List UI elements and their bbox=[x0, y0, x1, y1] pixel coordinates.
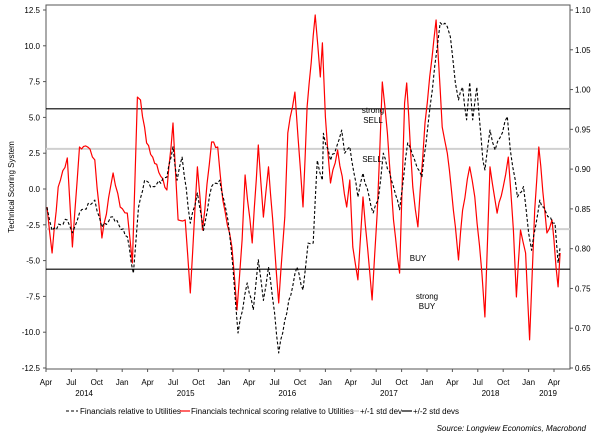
x-year-label: 2019 bbox=[539, 389, 557, 398]
x-tick-label: Jul bbox=[473, 378, 483, 387]
right-tick-label: 1.10 bbox=[575, 6, 591, 15]
x-tick-label: Apr bbox=[345, 378, 358, 387]
right-tick-label: 0.95 bbox=[575, 125, 591, 134]
x-tick-label: Jul bbox=[66, 378, 76, 387]
series-line-technical-score bbox=[46, 14, 561, 341]
x-tick-label: Apr bbox=[548, 378, 561, 387]
x-tick-label: Jan bbox=[116, 378, 129, 387]
annotation-strong-buy-1: strong bbox=[416, 292, 438, 301]
right-tick-label: 1.00 bbox=[575, 86, 591, 95]
left-tick-label: 12.5 bbox=[24, 6, 40, 15]
x-year-label: 2014 bbox=[75, 389, 93, 398]
right-tick-label: 0.90 bbox=[575, 165, 591, 174]
x-tick-label: Jan bbox=[421, 378, 434, 387]
annotation-sell: SELL bbox=[362, 155, 382, 164]
right-tick-label: 1.05 bbox=[575, 46, 591, 55]
left-tick-label: -10.0 bbox=[22, 328, 41, 337]
left-tick-label: 7.5 bbox=[29, 78, 41, 87]
left-tick-label: 5.0 bbox=[29, 113, 41, 122]
x-year-label: 2018 bbox=[482, 389, 500, 398]
x-tick-label: Apr bbox=[243, 378, 256, 387]
right-tick-label: 0.85 bbox=[575, 205, 591, 214]
x-tick-label: Jul bbox=[371, 378, 381, 387]
annotation-strong-buy-2: BUY bbox=[419, 302, 436, 311]
legend: Financials relative to Utilities Financi… bbox=[66, 407, 459, 416]
legend-label-std1: +/-1 std dev bbox=[360, 407, 402, 416]
left-tick-label: 2.5 bbox=[29, 149, 41, 158]
x-year-label: 2017 bbox=[380, 389, 398, 398]
x-tick-label: Jan bbox=[522, 378, 535, 387]
source-note: Source: Longview Economics, Macrobond bbox=[437, 424, 587, 433]
x-tick-label: Apr bbox=[446, 378, 459, 387]
x-tick-label: Jan bbox=[319, 378, 332, 387]
left-tick-label: -2.5 bbox=[26, 221, 40, 230]
left-tick-label: -5.0 bbox=[26, 257, 40, 266]
x-tick-label: Jul bbox=[269, 378, 279, 387]
annotation-buy: BUY bbox=[410, 254, 427, 263]
legend-label-score: Financials technical scoring relative to… bbox=[191, 407, 354, 416]
x-year-label: 2016 bbox=[278, 389, 296, 398]
left-tick-label: 0.0 bbox=[29, 185, 41, 194]
x-tick-label: Oct bbox=[497, 378, 510, 387]
series-line-financials-vs-utilities bbox=[46, 22, 561, 354]
plot-area bbox=[45, 4, 571, 370]
legend-label-ratio: Financials relative to Utilities bbox=[80, 407, 181, 416]
annotation-strong-sell-2: SELL bbox=[363, 116, 383, 125]
x-tick-label: Oct bbox=[192, 378, 205, 387]
right-tick-label: 0.65 bbox=[575, 364, 591, 373]
x-tick-label: Apr bbox=[40, 378, 53, 387]
x-tick-label: Oct bbox=[91, 378, 104, 387]
right-tick-label: 0.70 bbox=[575, 324, 591, 333]
x-tick-label: Apr bbox=[141, 378, 154, 387]
y-axis-title: Technical Scoring System bbox=[7, 141, 16, 233]
legend-label-std2: +/-2 std devs bbox=[413, 407, 459, 416]
right-tick-label: 0.75 bbox=[575, 284, 591, 293]
left-tick-label: -7.5 bbox=[26, 292, 40, 301]
annotation-strong-sell-1: strong bbox=[362, 106, 384, 115]
x-tick-label: Oct bbox=[294, 378, 307, 387]
left-tick-label: -12.5 bbox=[22, 364, 41, 373]
left-tick-label: 10.0 bbox=[24, 42, 40, 51]
x-tick-label: Jan bbox=[217, 378, 230, 387]
x-year-label: 2015 bbox=[177, 389, 195, 398]
right-tick-label: 0.80 bbox=[575, 245, 591, 254]
x-tick-label: Jul bbox=[168, 378, 178, 387]
x-tick-label: Oct bbox=[395, 378, 408, 387]
